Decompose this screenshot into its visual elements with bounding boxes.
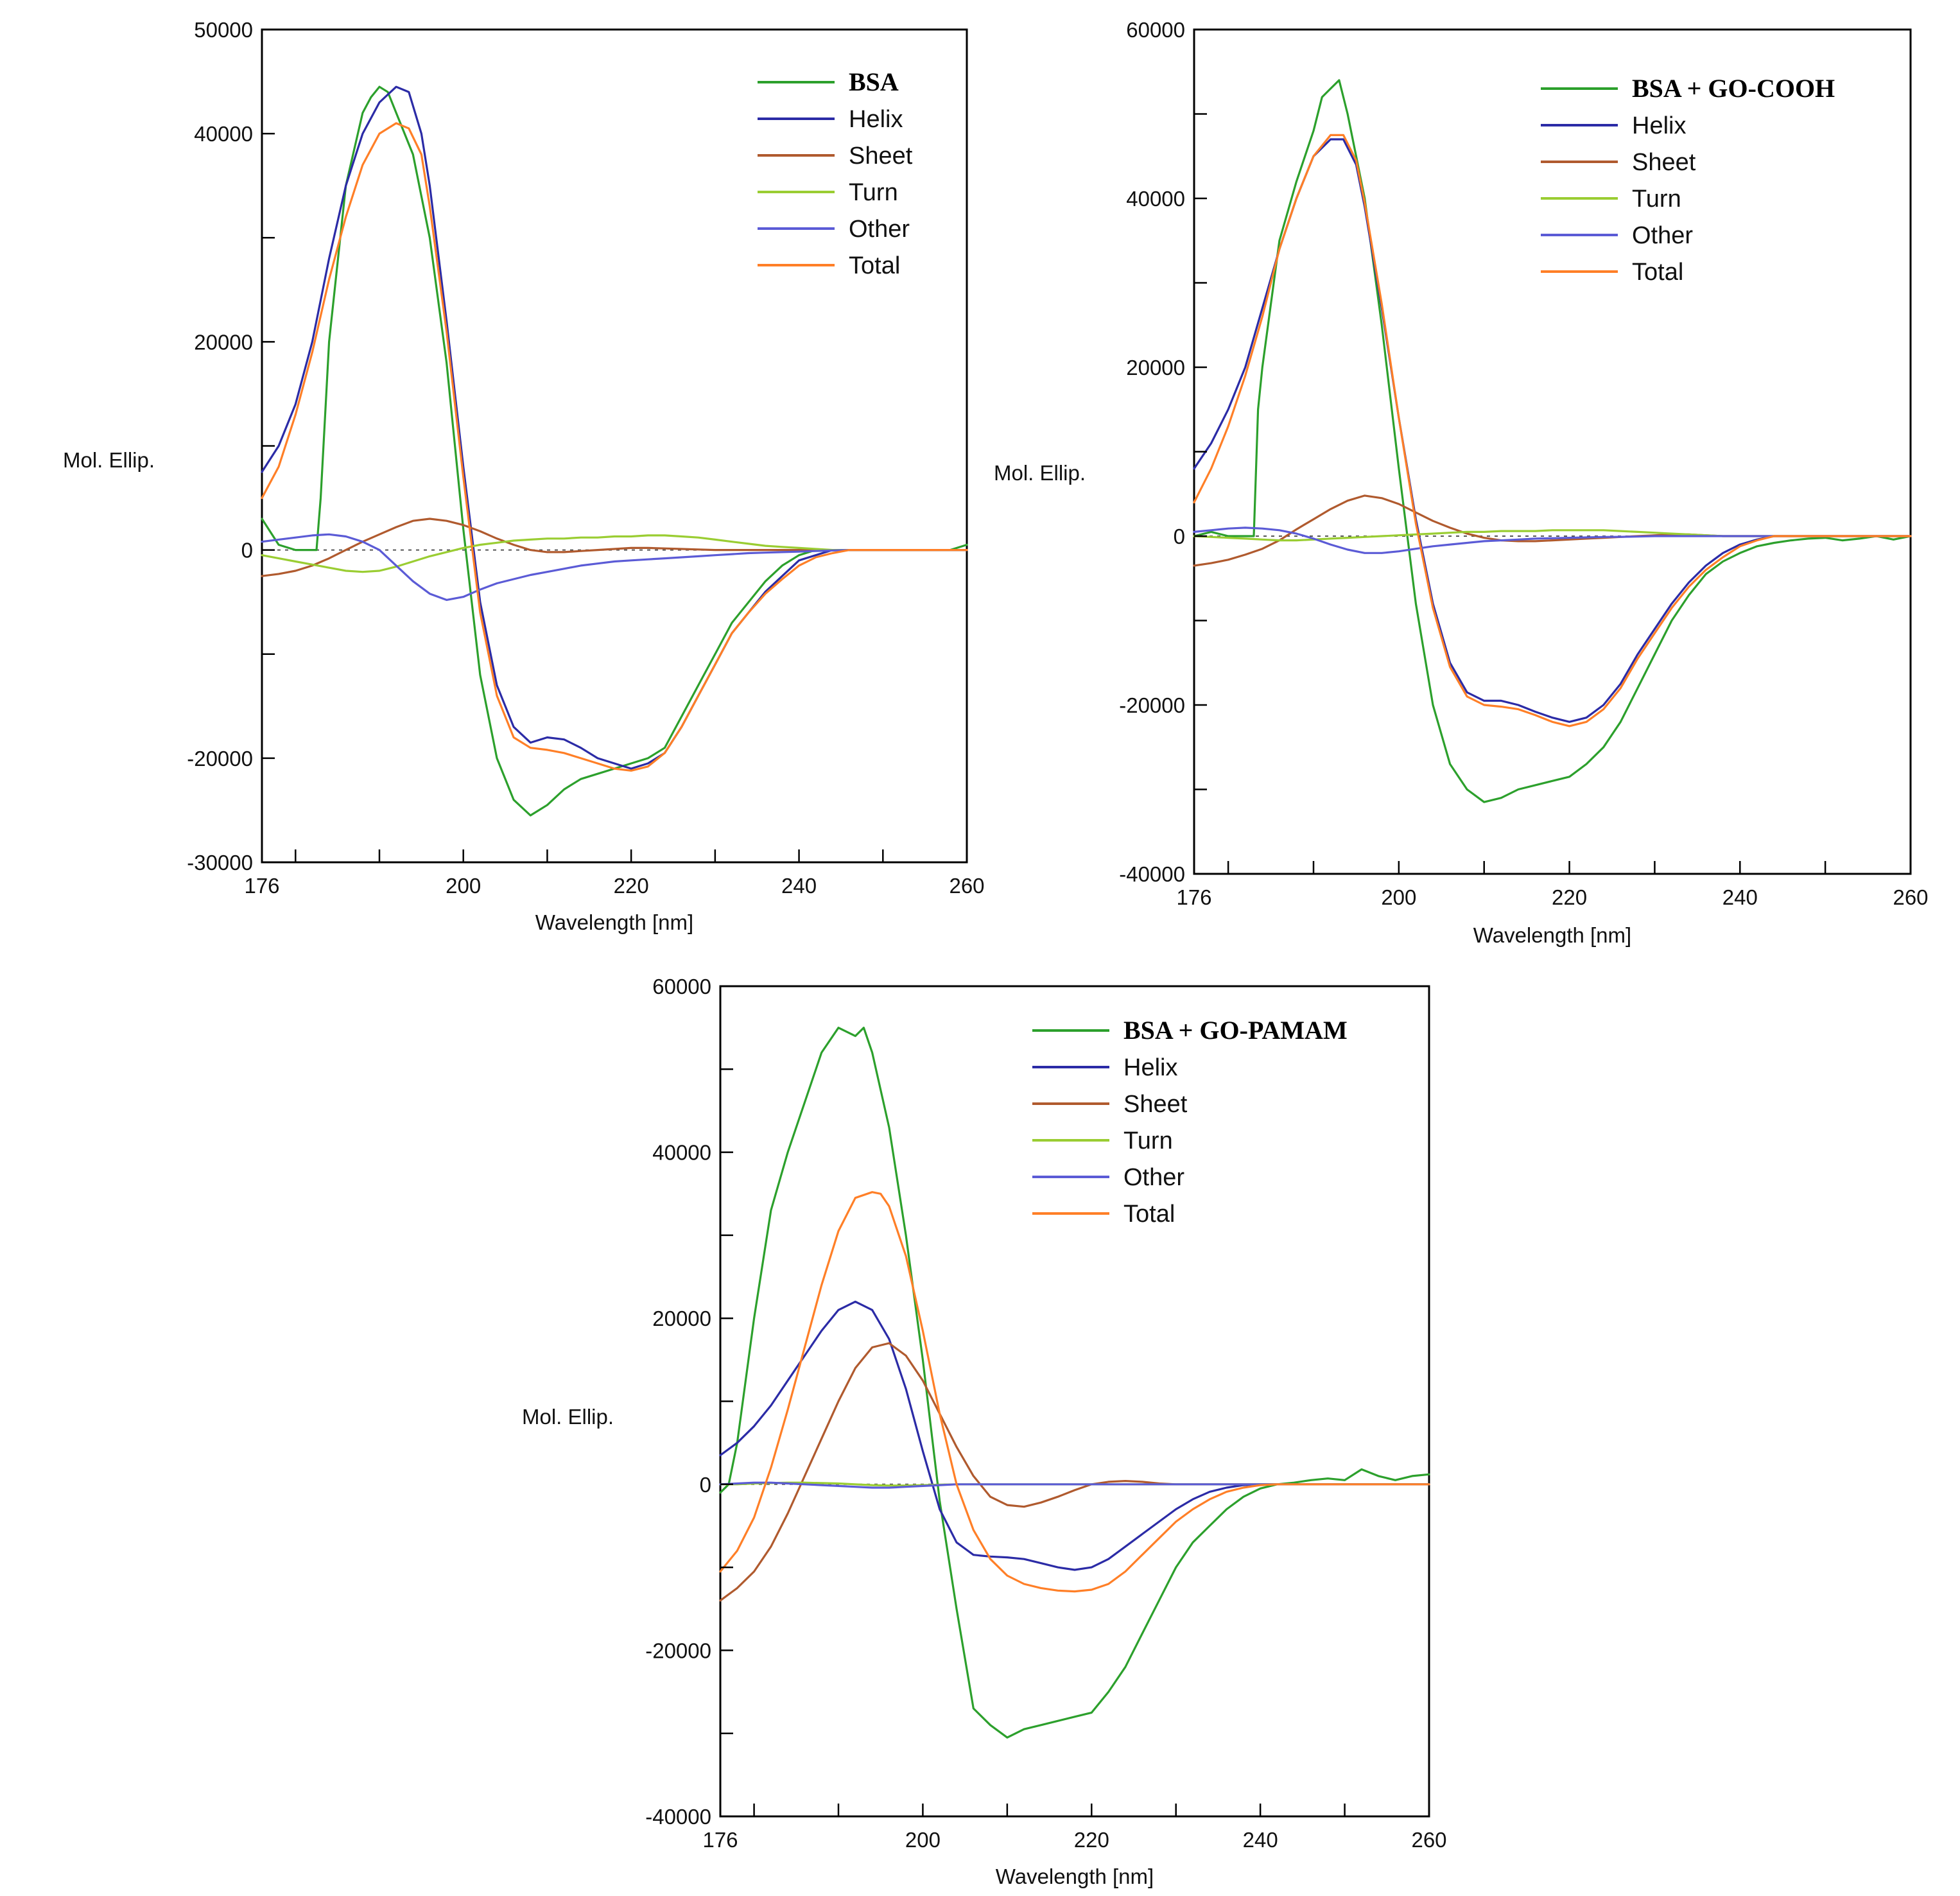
panel-bsa-go-pamam: 176 200 220 240 260 60000 40000 20000 0 -20000 -40… (522, 975, 1447, 1888)
legend-label-total: Total (1632, 259, 1683, 286)
y-tick-label: 0 (1174, 525, 1185, 548)
tick-label-layer: 176 200 220 240 260 50000 40000 20000 0 -20000 -30… (187, 18, 984, 898)
legend: BSA + GO-PAMAM Helix Sheet Turn Other Total (1032, 1016, 1348, 1228)
y-tick-label: 20000 (194, 330, 253, 354)
x-tick-label: 176 (702, 1828, 738, 1852)
x-tick-label: 240 (1722, 885, 1758, 909)
legend-label-sheet: Sheet (1123, 1091, 1188, 1118)
y-tick-label: -40000 (1119, 862, 1185, 886)
x-tick-label: 200 (446, 874, 481, 898)
legend-label-sheet: Sheet (1632, 149, 1696, 176)
x-axis-title: Wavelength [nm] (1473, 923, 1631, 947)
legend-label-turn: Turn (1632, 186, 1681, 213)
legend-label-bsa-go-pamam: BSA + GO-PAMAM (1123, 1016, 1348, 1045)
legend-label-other: Other (1632, 222, 1693, 249)
legend-label-total: Total (1123, 1201, 1175, 1228)
y-tick-label: -30000 (187, 851, 253, 874)
x-tick-label: 260 (949, 874, 984, 898)
y-tick-label: 50000 (194, 18, 253, 42)
series-line-other (719, 1481, 1430, 1489)
series-line-bsa-go-pamam (719, 1027, 1430, 1739)
legend: BSA Helix Sheet Turn Other Total (758, 67, 913, 279)
tick-layer (1194, 113, 1826, 874)
y-axis-title: Mol. Ellip. (63, 448, 155, 472)
x-tick-label: 176 (244, 874, 279, 898)
legend-label-helix: Helix (849, 106, 903, 133)
series-line-turn (261, 534, 968, 573)
y-tick-label: 20000 (1126, 356, 1185, 379)
x-tick-label: 220 (1552, 885, 1587, 909)
series-line-other (261, 533, 968, 602)
x-tick-label: 240 (781, 874, 817, 898)
x-tick-label: 200 (1381, 885, 1416, 909)
series-layer (261, 85, 968, 817)
legend-label-turn: Turn (849, 179, 898, 206)
x-tick-label: 260 (1893, 885, 1928, 909)
series-layer (719, 1027, 1430, 1739)
series-line-total (261, 122, 968, 772)
x-tick-label: 176 (1176, 885, 1211, 909)
plot-frame (719, 985, 1430, 1818)
series-line-other (1193, 526, 1912, 554)
x-tick-label: 240 (1243, 1828, 1278, 1852)
y-tick-label: -20000 (187, 747, 253, 770)
legend-label-helix: Helix (1123, 1054, 1177, 1081)
legend: BSA + GO-COOH Helix Sheet Turn Other Total (1541, 74, 1835, 286)
series-line-sheet (719, 1342, 1430, 1602)
series-line-total (1193, 134, 1912, 727)
series-line-total (719, 1191, 1430, 1593)
legend-label-other: Other (849, 216, 910, 243)
y-tick-label: -20000 (645, 1639, 711, 1662)
y-tick-label: 40000 (652, 1141, 711, 1165)
y-axis-title: Mol. Ellip. (994, 461, 1086, 485)
legend-label-sheet: Sheet (849, 143, 913, 170)
x-tick-label: 260 (1411, 1828, 1446, 1852)
legend-label-bsa-go-cooh: BSA + GO-COOH (1632, 74, 1835, 103)
series-line-helix (1193, 138, 1912, 723)
tick-layer (262, 132, 884, 862)
legend-label-bsa: BSA (849, 67, 899, 96)
tick-layer (720, 1068, 1346, 1816)
y-tick-label: 0 (700, 1473, 711, 1497)
x-tick-label: 200 (905, 1828, 941, 1852)
series-layer (1193, 79, 1912, 803)
series-line-bsa-go-cooh (1193, 79, 1912, 803)
legend-label-other: Other (1123, 1164, 1184, 1191)
tick-label-layer: 176 200 220 240 260 60000 40000 20000 0 -20000 -40… (1119, 18, 1928, 909)
series-line-helix (261, 85, 968, 770)
x-tick-label: 220 (614, 874, 649, 898)
y-tick-label: 20000 (652, 1307, 711, 1330)
plot-frame (1193, 28, 1912, 875)
x-axis-title: Wavelength [nm] (996, 1865, 1154, 1888)
x-tick-label: 220 (1074, 1828, 1109, 1852)
y-tick-label: 40000 (1126, 187, 1185, 211)
panel-bsa: 176 200 220 240 260 50000 40000 20000 0 -20000 -30… (63, 18, 985, 934)
y-tick-label: 40000 (194, 122, 253, 146)
y-axis-title: Mol. Ellip. (522, 1405, 614, 1429)
y-tick-label: 60000 (652, 975, 711, 998)
y-tick-label: 60000 (1126, 18, 1185, 42)
series-line-sheet (261, 517, 968, 577)
series-line-helix (719, 1300, 1430, 1571)
panel-bsa-go-cooh: 176 200 220 240 260 60000 40000 20000 0 -20000 -40… (994, 18, 1929, 947)
y-tick-label: 0 (241, 539, 253, 562)
y-tick-label: -40000 (645, 1805, 711, 1829)
legend-label-helix: Helix (1632, 112, 1686, 139)
x-axis-title: Wavelength [nm] (535, 910, 693, 934)
legend-label-turn: Turn (1123, 1127, 1173, 1154)
legend-label-total: Total (849, 252, 900, 279)
y-tick-label: -20000 (1119, 693, 1185, 717)
tick-label-layer: 176 200 220 240 260 60000 40000 20000 0 -20000 -40… (645, 975, 1446, 1852)
